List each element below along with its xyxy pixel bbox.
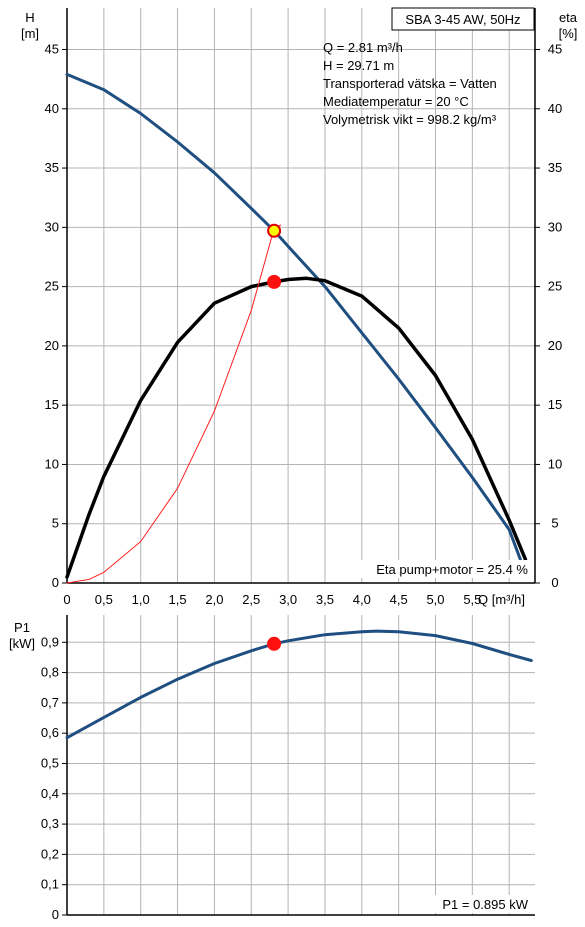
y-tick-label: 0 bbox=[52, 907, 59, 922]
y-right-tick-label: 30 bbox=[548, 219, 562, 234]
x-tick-label: 1,0 bbox=[132, 592, 150, 607]
x-tick-label: 4,5 bbox=[390, 592, 408, 607]
duty-point-1 bbox=[267, 274, 282, 289]
y-tick-label: 0 bbox=[52, 575, 59, 590]
top-chart-series bbox=[65, 72, 528, 584]
flow-axis-label: Q [m³/h] bbox=[478, 592, 525, 607]
y-tick-label: 0,9 bbox=[41, 634, 59, 649]
x-tick-label: 4,0 bbox=[353, 592, 371, 607]
x-tick-label: 3,5 bbox=[316, 592, 334, 607]
x-tick-label: 1,5 bbox=[169, 592, 187, 607]
info-flow: Q = 2.81 m³/h bbox=[323, 40, 403, 55]
p1-note-box bbox=[420, 895, 534, 913]
title-box bbox=[391, 7, 535, 31]
head-curve bbox=[65, 72, 522, 561]
power-curve bbox=[65, 629, 533, 740]
y-right-tick-label: 15 bbox=[548, 397, 562, 412]
bottom-chart-tick-labels: 0 0,1 0,2 0,3 0,4 0,5 0,6 0,7 0,8 0,9 bbox=[41, 634, 67, 922]
npsh-curve bbox=[66, 224, 282, 584]
y-tick-label: 25 bbox=[45, 279, 59, 294]
y-tick-label: 0,4 bbox=[41, 786, 59, 801]
x-tick-label: 3,0 bbox=[279, 592, 297, 607]
x-tick-label: 5,0 bbox=[426, 592, 444, 607]
eta-note-box bbox=[348, 560, 534, 578]
y-tick-label: 40 bbox=[45, 101, 59, 116]
chart-title: SBA 3-45 AW, 50Hz bbox=[405, 12, 520, 27]
top-chart-grid bbox=[67, 8, 535, 583]
eta-note: Eta pump+motor = 25.4 % bbox=[376, 562, 528, 577]
info-density: Volymetrisk vikt = 998.2 kg/m³ bbox=[323, 112, 497, 127]
eta-axis-label: eta bbox=[559, 10, 578, 25]
power-axis-label: P1 bbox=[14, 620, 30, 635]
efficiency-curve bbox=[65, 276, 528, 579]
eta-axis-unit: [%] bbox=[559, 26, 578, 41]
x-tick-label: 2,0 bbox=[205, 592, 223, 607]
power-axis-unit: [kW] bbox=[9, 636, 35, 651]
y-tick-label: 30 bbox=[45, 219, 59, 234]
y-right-tick-label: 0 bbox=[551, 575, 558, 590]
y-tick-label: 0,6 bbox=[41, 725, 59, 740]
y-right-tick-label: 10 bbox=[548, 456, 562, 471]
bottom-chart-grid bbox=[67, 615, 535, 915]
y-tick-label: 0,8 bbox=[41, 665, 59, 680]
bottom-chart-series bbox=[65, 629, 533, 740]
info-head: H = 29.71 m bbox=[323, 58, 394, 73]
bottom-chart-duty-points bbox=[267, 636, 282, 651]
y-tick-label: 20 bbox=[45, 338, 59, 353]
top-chart-duty-points bbox=[267, 223, 282, 289]
info-liquid: Transporterad vätska = Vatten bbox=[323, 76, 497, 91]
x-tick-label: 0 bbox=[63, 592, 70, 607]
x-tick-label: 0,5 bbox=[95, 592, 113, 607]
y-tick-label: 5 bbox=[52, 516, 59, 531]
y-tick-label: 15 bbox=[45, 397, 59, 412]
head-axis-unit: [m] bbox=[21, 26, 39, 41]
y-tick-label: 45 bbox=[45, 41, 59, 56]
duty-point-0 bbox=[267, 223, 282, 238]
x-tick-label: 2,5 bbox=[242, 592, 260, 607]
y-tick-label: 10 bbox=[45, 456, 59, 471]
top-chart-axes bbox=[66, 8, 536, 584]
x-tick-label: 5,5 bbox=[463, 592, 481, 607]
y-right-tick-label: 25 bbox=[548, 279, 562, 294]
y-tick-label: 0,2 bbox=[41, 846, 59, 861]
p1-note: P1 = 0.895 kW bbox=[442, 897, 528, 912]
y-right-tick-label: 20 bbox=[548, 338, 562, 353]
y-tick-label: 0,1 bbox=[41, 877, 59, 892]
info-temperature: Mediatemperatur = 20 °C bbox=[323, 94, 469, 109]
y-right-tick-label: 40 bbox=[548, 101, 562, 116]
duty-point-0 bbox=[267, 636, 282, 651]
y-right-tick-label: 35 bbox=[548, 160, 562, 175]
y-tick-label: 0,7 bbox=[41, 695, 59, 710]
y-right-tick-label: 5 bbox=[551, 516, 558, 531]
y-tick-label: 35 bbox=[45, 160, 59, 175]
bottom-chart-axes bbox=[66, 615, 535, 916]
head-axis-label: H bbox=[25, 10, 34, 25]
y-tick-label: 0,5 bbox=[41, 755, 59, 770]
y-right-tick-label: 45 bbox=[548, 41, 562, 56]
y-tick-label: 0,3 bbox=[41, 816, 59, 831]
